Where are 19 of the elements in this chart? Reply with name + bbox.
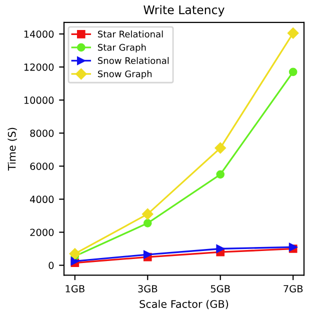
y-axis-title: Time (S): [8, 128, 17, 171]
x-tick-label: 1GB: [66, 285, 84, 292]
x-tick-label: 5GB: [210, 285, 230, 292]
legend-label: Snow Relational: [98, 57, 169, 64]
legend-label: Star Relational: [98, 30, 163, 38]
y-tick-label: 2000: [30, 228, 54, 236]
x-tick-label: 7GB: [284, 285, 303, 292]
y-tick-label: 6000: [30, 162, 54, 170]
y-tick-label: 4000: [30, 196, 54, 204]
y-tick-label: 10000: [24, 96, 54, 104]
x-tick-label: 3GB: [138, 285, 158, 292]
y-tick-label: 0: [48, 262, 54, 270]
y-tick-label: 12000: [24, 63, 54, 71]
legend-label: Snow Graph: [98, 70, 152, 80]
legend-label: Star Graph: [98, 44, 146, 53]
y-tick-label: 8000: [30, 130, 54, 137]
x-axis-title: Scale Factor (GB): [140, 300, 228, 310]
chart-title: Write Latency: [144, 5, 224, 17]
y-tick-label: 14000: [24, 30, 54, 38]
